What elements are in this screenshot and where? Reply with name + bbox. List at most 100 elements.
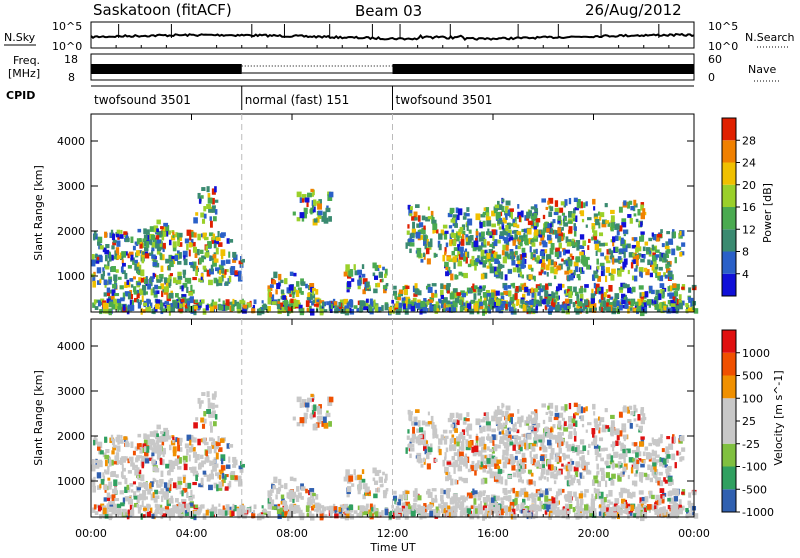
- power-cell: [538, 234, 542, 237]
- velocity-cell: [202, 424, 205, 429]
- power-cell: [189, 262, 193, 265]
- velocity-cell: [128, 498, 131, 504]
- velocity-cell: [458, 437, 461, 440]
- velocity-cell: [463, 461, 466, 466]
- power-cell: [458, 272, 462, 276]
- power-cell: [561, 259, 564, 262]
- power-cell: [546, 228, 550, 232]
- velocity-cell: [595, 424, 599, 430]
- power-cell: [268, 306, 271, 311]
- velocity-cell: [496, 496, 500, 501]
- velocity-cell: [619, 412, 623, 418]
- power-cell: [200, 258, 204, 262]
- power-cell: [426, 248, 430, 254]
- velocity-cell: [628, 475, 630, 479]
- velocity-cell: [459, 452, 464, 457]
- power-cell: [605, 255, 608, 260]
- power-cell: [582, 219, 584, 222]
- velocity-cell: [91, 465, 95, 472]
- velocity-cell: [305, 489, 308, 494]
- velocity-cell: [137, 476, 139, 479]
- velocity-cell: [594, 508, 596, 513]
- velocity-cell: [204, 419, 207, 424]
- power-cell: [496, 291, 500, 296]
- power-cell: [325, 208, 330, 212]
- power-cell: [167, 306, 171, 311]
- power-cell: [580, 268, 582, 274]
- power-cell: [639, 236, 644, 241]
- velocity-cell: [524, 492, 528, 497]
- power-cell: [539, 296, 542, 300]
- velocity-cell: [605, 460, 608, 465]
- velocity-cell: [660, 488, 665, 493]
- velocity-cell: [524, 434, 526, 438]
- colorbar-segment: [722, 163, 736, 185]
- velocity-cell: [276, 488, 280, 494]
- power-cell: [611, 250, 614, 257]
- power-cell: [549, 206, 553, 211]
- velocity-cell: [490, 468, 492, 472]
- power-cell: [385, 304, 389, 311]
- power-cell: [177, 233, 179, 240]
- power-cell: [155, 304, 160, 310]
- power-cell: [107, 288, 110, 293]
- velocity-cell: [486, 458, 490, 464]
- velocity-cell: [643, 452, 646, 457]
- velocity-cell: [606, 472, 610, 478]
- power-cell: [657, 276, 659, 281]
- power-cell: [460, 306, 464, 312]
- power-cell: [208, 198, 213, 204]
- power-cell: [105, 255, 108, 262]
- velocity-cell: [505, 479, 508, 485]
- power-cell: [306, 300, 310, 307]
- power-cell: [423, 253, 425, 257]
- power-cell: [504, 237, 508, 243]
- velocity-cell: [312, 505, 315, 509]
- velocity-cell: [132, 505, 134, 510]
- power-cell: [458, 232, 461, 235]
- velocity-cell: [208, 398, 211, 403]
- power-cell: [446, 243, 448, 248]
- power-cell: [511, 254, 513, 261]
- power-cell: [173, 241, 177, 247]
- velocity-cell: [164, 482, 167, 488]
- velocity-cell: [473, 498, 476, 505]
- velocity-cell: [204, 442, 209, 445]
- power-cell: [605, 275, 607, 282]
- power-cell: [349, 300, 353, 306]
- power-cell: [154, 285, 158, 290]
- velocity-cell: [208, 403, 213, 409]
- power-cell: [671, 303, 676, 307]
- power-cell: [416, 232, 421, 239]
- velocity-cell: [137, 487, 141, 490]
- power-cell: [391, 300, 394, 304]
- power-cell: [534, 293, 536, 300]
- power-cell: [655, 250, 660, 253]
- velocity-cell: [681, 492, 685, 495]
- power-cell: [307, 193, 312, 198]
- velocity-cell: [307, 398, 312, 403]
- power-cell: [147, 284, 151, 290]
- velocity-cell: [142, 462, 145, 469]
- velocity-cell: [546, 433, 550, 437]
- velocity-cell: [499, 431, 502, 434]
- power-cell: [192, 277, 197, 280]
- velocity-cell: [414, 422, 418, 425]
- velocity-cell: [354, 510, 358, 514]
- velocity-cell: [555, 405, 558, 412]
- velocity-cell: [193, 422, 198, 428]
- velocity-cell: [491, 429, 496, 433]
- velocity-cell: [668, 446, 673, 450]
- velocity-cell: [193, 452, 197, 458]
- velocity-cell: [222, 473, 224, 479]
- power-cell: [616, 300, 619, 306]
- velocity-cell: [519, 420, 521, 427]
- velocity-cell: [601, 476, 604, 482]
- velocity-cell: [460, 511, 464, 517]
- power-cell: [612, 258, 614, 265]
- power-cell: [407, 224, 409, 228]
- power-cell: [243, 305, 247, 309]
- power-cell: [117, 306, 119, 312]
- power-cell: [516, 255, 519, 261]
- power-cell: [469, 288, 473, 294]
